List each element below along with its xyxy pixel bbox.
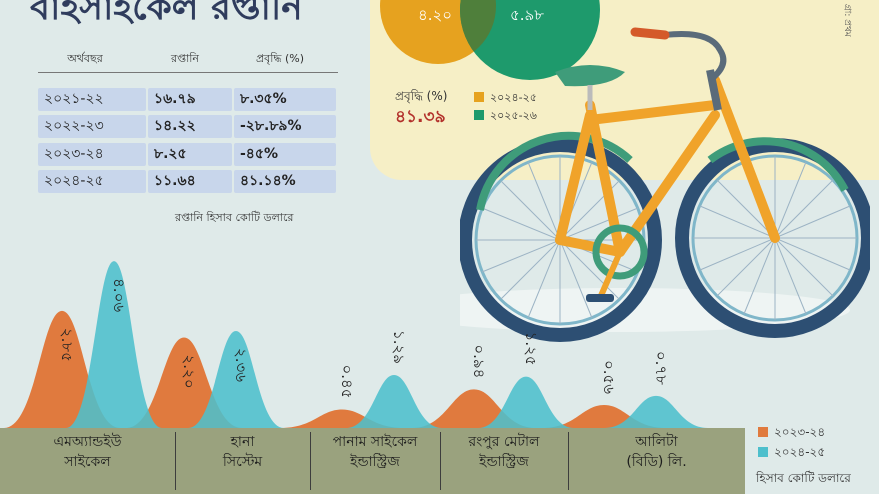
table-row: ২০২৩-২৪ ৮.২৫ -৪৫% <box>38 143 338 166</box>
export-cell: ১৬.৭৯ <box>148 88 232 111</box>
venn-legend-swatch-1 <box>474 92 484 102</box>
chart-legend-swatch-2 <box>758 447 768 457</box>
category-separator <box>310 432 311 490</box>
data-label: ০.৪৫ <box>338 365 356 399</box>
growth-cell: ৮.৩৫% <box>234 88 336 111</box>
venn-legend-2: ২০২৫-২৬ <box>490 109 537 122</box>
chart-legend-1: ২০২৩-২৪ <box>774 425 826 439</box>
category-label: পানাম সাইকেল ইন্ডাস্ট্রিজ <box>310 432 440 472</box>
category-label-line: সিস্টেম <box>222 454 263 470</box>
table-row: ২০২১-২২ ১৬.৭৯ ৮.৩৫% <box>38 88 338 111</box>
growth-cell: -৪৫% <box>234 143 336 166</box>
data-label: ২.৮৫ <box>58 328 76 362</box>
page-title: বাইসাইকেল রপ্তানি <box>30 0 303 26</box>
venn-growth-value: ৪১.৩৯ <box>395 107 446 127</box>
area-hump-2 <box>188 330 284 428</box>
export-cell: ৮.২৫ <box>148 143 232 166</box>
venn-legend-swatch-2 <box>474 110 484 120</box>
category-label-line: সাইকেল <box>64 454 111 470</box>
data-label: ০.৫৬ <box>600 360 618 394</box>
area-hump-2 <box>604 395 708 428</box>
category-label: এমঅ্যান্ডইউ সাইকেল <box>0 432 175 472</box>
category-label: আলিটা (বিডি) লি. <box>568 432 745 472</box>
category-separator <box>568 432 569 490</box>
category-label-line: এমঅ্যান্ডইউ <box>53 434 122 450</box>
chart-unit-note: হিসাব কোটি ডলারে <box>756 471 851 485</box>
table-header-year: অর্থবছর <box>67 52 103 65</box>
category-label-line: ইন্ডাস্ট্রিজ <box>479 454 529 470</box>
export-cell: ১১.৬৪ <box>148 170 232 193</box>
year-cell: ২০২৩-২৪ <box>38 143 146 166</box>
category-label-line: হানা <box>230 434 255 450</box>
data-label: ১.২৯ <box>390 330 408 364</box>
area-hump-2 <box>346 374 442 428</box>
table-header-divider <box>38 72 338 73</box>
data-label: ৪.০৬ <box>110 278 128 312</box>
chart-legend-swatch-1 <box>758 427 768 437</box>
rear-wheel-icon <box>460 138 662 342</box>
handlebar-grip-icon <box>630 27 670 40</box>
table-header-export: রপ্তানি <box>171 52 199 65</box>
category-separator <box>440 432 441 490</box>
table-note: রপ্তানি হিসাব কোটি ডলারে <box>175 211 294 224</box>
area-hump-2 <box>66 261 162 428</box>
side-credit: গ্রা: প্রথম <box>842 4 852 37</box>
category-label-line: (বিডি) লি. <box>626 454 687 470</box>
venn-legend-1: ২০২৪-২৫ <box>490 91 537 104</box>
year-cell: ২০২১-২২ <box>38 88 146 111</box>
category-label-line: রংপুর মেটাল <box>468 434 540 450</box>
category-band <box>0 428 745 494</box>
category-label: হানা সিস্টেম <box>175 432 310 472</box>
table-header-growth: প্রবৃদ্ধি (%) <box>255 52 305 65</box>
category-label: রংপুর মেটাল ইন্ডাস্ট্রিজ <box>440 432 568 472</box>
venn-growth-label: প্রবৃদ্ধি (%) <box>395 89 448 103</box>
venn-diagram: ৪.২০ ৫.৯৮ <box>380 0 600 80</box>
seat-icon <box>555 65 625 87</box>
data-label: ২.২০ <box>180 355 198 389</box>
chart-legend-2: ২০২৪-২৫ <box>774 445 826 459</box>
area-hump-2 <box>478 376 574 428</box>
year-cell: ২০২২-২৩ <box>38 115 146 138</box>
category-label-line: ইন্ডাস্ট্রিজ <box>350 454 400 470</box>
table-row: ২০২৪-২৫ ১১.৬৪ ৪১.১৪% <box>38 170 338 193</box>
year-cell: ২০২৪-২৫ <box>38 170 146 193</box>
venn-right-value: ৫.৯৮ <box>510 6 544 24</box>
data-label: ০.৭৮ <box>652 351 670 385</box>
data-label: ০.৯৪ <box>470 344 488 378</box>
bicycle-illustration <box>460 27 870 342</box>
table-row: ২০২২-২৩ ১৪.২২ -২৮.৮৯% <box>38 115 338 138</box>
category-label-line: আলিটা <box>635 434 678 450</box>
data-label: ১.২৫ <box>522 332 540 366</box>
venn-left-value: ৪.২০ <box>418 6 452 24</box>
data-label: ২.৩৬ <box>232 348 250 382</box>
category-separator <box>175 432 176 490</box>
company-export-chart: ২.৮৫ ২.২০ ০.৪৫ ০.৯৪ ০.৫৬ ৪.০৬ ২.৩৬ ১.২৯ ১.২৫ ০.৭৮ <box>4 261 708 428</box>
export-cell: ১৪.২২ <box>148 115 232 138</box>
growth-cell: ৪১.১৪% <box>234 170 336 193</box>
growth-cell: -২৮.৮৯% <box>234 115 336 138</box>
category-label-line: পানাম সাইকেল <box>332 434 418 450</box>
